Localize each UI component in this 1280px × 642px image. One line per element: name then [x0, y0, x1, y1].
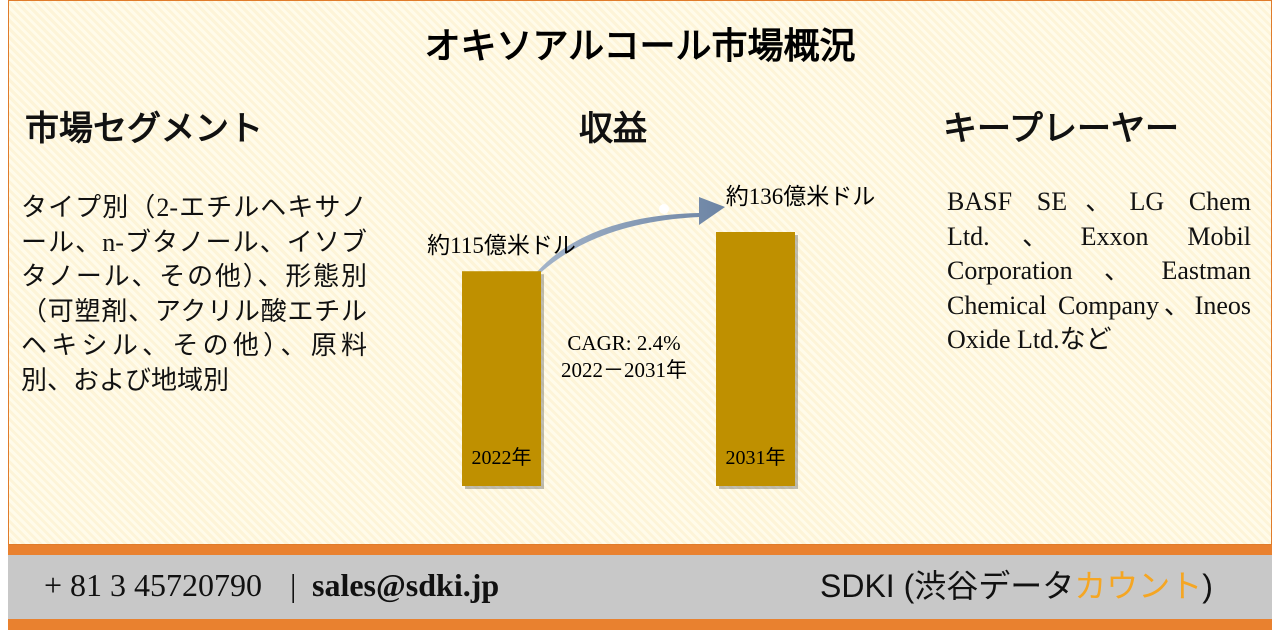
separator: | [290, 567, 297, 603]
cagr: CAGR: 2.4% [567, 331, 680, 355]
bar [716, 232, 795, 486]
brand-end: ) [1202, 568, 1213, 604]
arrow-dot [659, 204, 669, 214]
email[interactable]: sales@sdki.jp [312, 567, 500, 603]
cagr-period: 2022－2031年 [561, 358, 687, 382]
category-label: 2022年 [472, 446, 532, 469]
title: オキソアルコール市場概況 [424, 26, 856, 66]
segment-heading: 市場セグメント [25, 111, 263, 148]
value-label: 約115億米ドル [427, 233, 576, 258]
brand-name: SDKI (渋谷データ [820, 568, 1075, 604]
value-label: 約136億米ドル [726, 184, 876, 209]
category-label: 2031年 [726, 446, 786, 469]
overview-panel: オキソアルコール市場概況 市場セグメント 収益 キープレーヤー タイプ別（2-エ… [8, 0, 1272, 545]
players-heading: キープレーヤー [943, 111, 1179, 148]
growth-arrow [521, 197, 725, 293]
revenue-chart: CAGR: 2.4% 2022－2031年 約115億米ドル 2022年 約136億… [427, 184, 876, 489]
footer-stripe [8, 619, 1272, 630]
phone: + 81 3 45720790 [44, 567, 263, 603]
bar [462, 271, 541, 486]
brand-accent: カウント [1074, 568, 1203, 604]
revenue-heading: 収益 [579, 111, 647, 148]
segment-text: タイプ別（2-エチルヘキサノール、n-ブタノール、イソブタノール、その他）、形態… [21, 193, 367, 395]
brand: SDKI (渋谷データカウント) [820, 561, 1213, 607]
footer: + 81 3 45720790 | sales@sdki.jp SDKI (渋谷… [8, 555, 1272, 619]
footer-stripe [8, 545, 1272, 555]
players-text: BASF SE、LG Chem Ltd.、Exxon Mobil Corpora… [947, 187, 1251, 354]
